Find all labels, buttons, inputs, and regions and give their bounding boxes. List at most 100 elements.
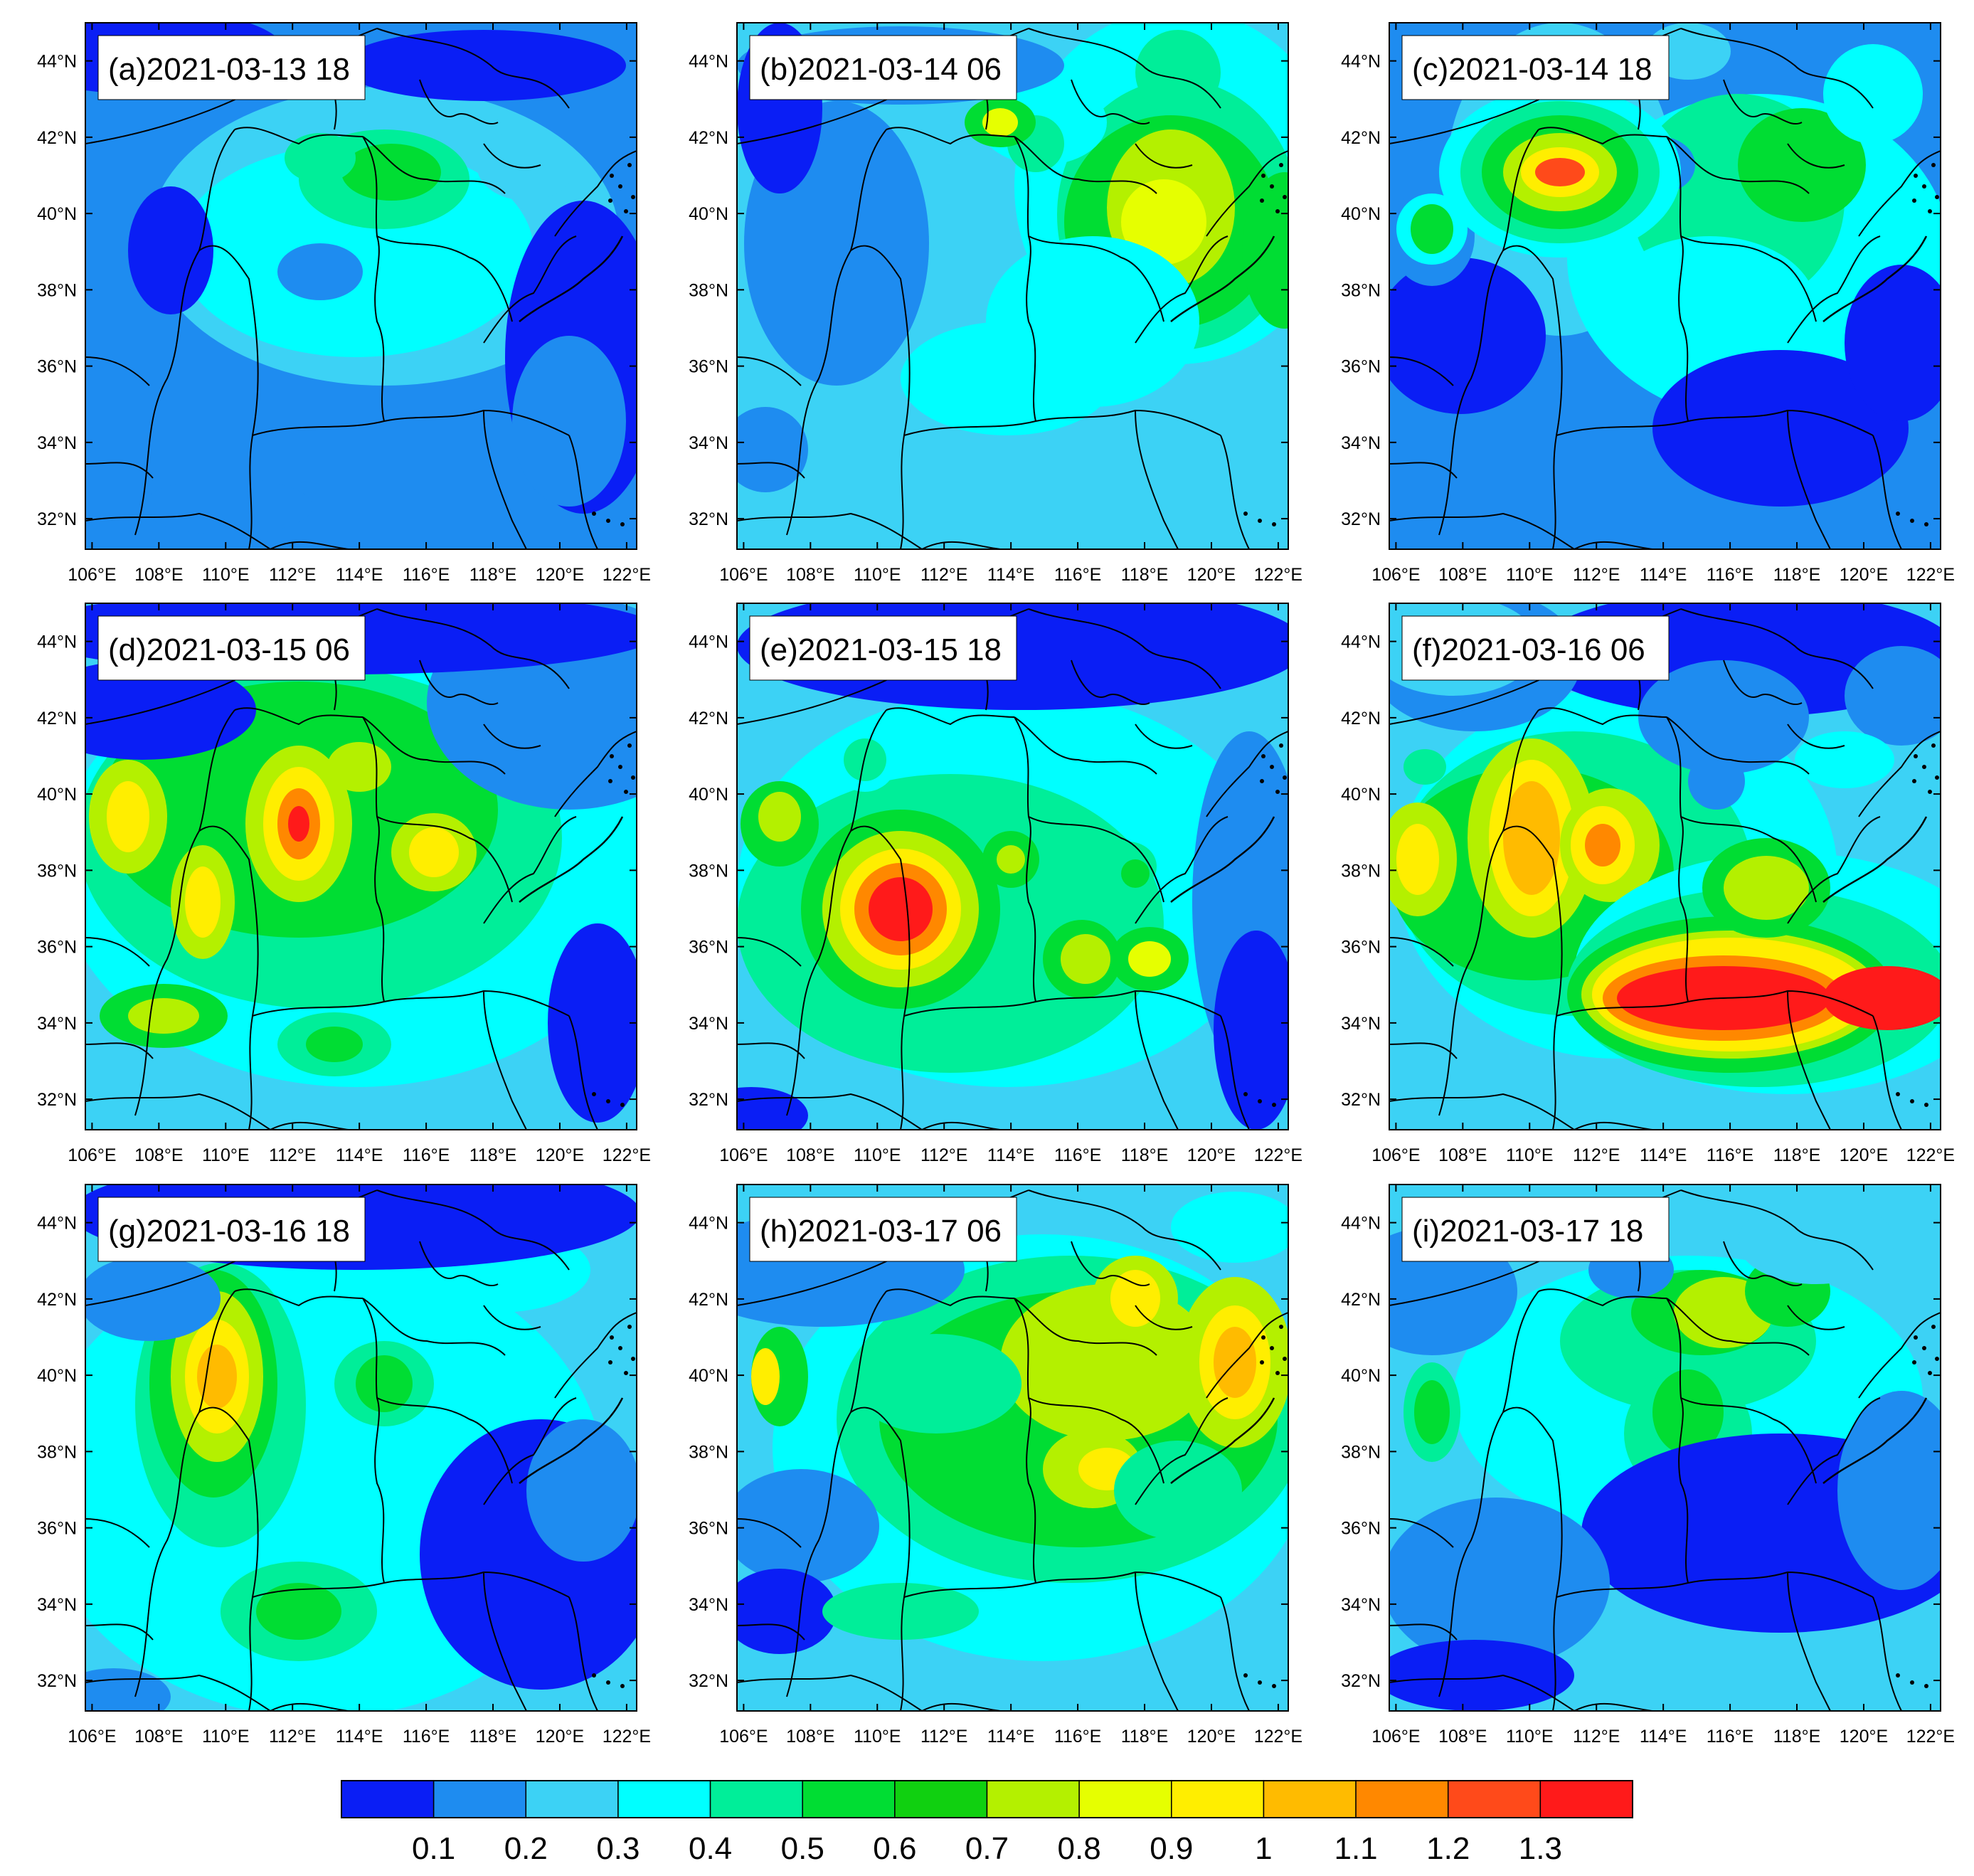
- boundary-line: [1723, 659, 1803, 705]
- lon-tick-label: 114°E: [336, 1145, 383, 1165]
- lat-tick-label: 32°N: [37, 1090, 77, 1110]
- boundary-line: [1135, 990, 1179, 1130]
- lon-tick-label: 112°E: [269, 565, 317, 585]
- island-mark: [1283, 775, 1287, 780]
- field-contour: [982, 108, 1018, 137]
- lat-tick-label: 38°N: [1341, 280, 1381, 300]
- lat-tick-label: 36°N: [689, 938, 728, 958]
- island-mark: [606, 1099, 610, 1103]
- field-contour: [1411, 204, 1453, 254]
- boundary-line: [1787, 816, 1881, 924]
- island-mark: [1272, 522, 1276, 526]
- panel-title: (g)2021-03-16 18: [108, 1214, 350, 1249]
- boundary-line: [737, 1042, 805, 1059]
- field-contour: [1652, 1369, 1724, 1455]
- panel-title: (h)2021-03-17 06: [760, 1214, 1002, 1249]
- lon-tick-label: 106°E: [68, 1145, 116, 1165]
- map-frame: [736, 603, 1289, 1130]
- boundary-line: [1872, 435, 1902, 549]
- lon-tick-label: 108°E: [1438, 1727, 1487, 1747]
- panel-title-box: [97, 1197, 366, 1262]
- boundary-line: [1014, 136, 1157, 194]
- island-mark: [618, 184, 622, 189]
- boundary-line: [1028, 1397, 1164, 1484]
- boundary-line: [1438, 1291, 1539, 1697]
- lat-tick-label: 40°N: [1341, 1366, 1381, 1386]
- field-contour: [142, 478, 313, 535]
- field-contour: [1121, 179, 1206, 265]
- boundary-line: [419, 79, 499, 124]
- boundary-line: [1787, 410, 1831, 549]
- boundary-line: [1014, 1298, 1036, 1584]
- boundary-line: [252, 990, 570, 1017]
- island-mark: [592, 512, 596, 516]
- colorbar: 0.1 0.2 0.3 0.4 0.5 0.6 0.7 0.8 0.9 1 1.1 1.2 1.3: [341, 1780, 1633, 1866]
- field-contour: [285, 133, 356, 183]
- field-contour: [1214, 931, 1288, 1130]
- lon-tick-label: 112°E: [1573, 1145, 1620, 1165]
- boundary-line: [737, 512, 923, 549]
- boundary-line: [419, 1241, 499, 1286]
- lon-tick-label: 116°E: [403, 1727, 450, 1747]
- field-contour: [1823, 966, 1941, 1030]
- lon-tick-label: 108°E: [134, 1145, 183, 1165]
- map-frame: [1389, 603, 1941, 1130]
- field-contour: [256, 1583, 341, 1640]
- boundary-line: [1206, 731, 1288, 817]
- boundary-line: [737, 1093, 923, 1130]
- lat-tick-label: 40°N: [689, 1366, 728, 1386]
- province-boundaries: [737, 608, 1288, 1130]
- boundary-line: [85, 1093, 271, 1130]
- colorbar-label: 0.4: [689, 1831, 732, 1866]
- lon-tick-label: 122°E: [1254, 1727, 1302, 1747]
- boundary-line: [786, 129, 887, 536]
- lon-tick-label: 110°E: [202, 1145, 250, 1165]
- panel-title-box: [749, 1197, 1017, 1262]
- island-mark: [1928, 790, 1932, 794]
- boundary-line: [1014, 716, 1036, 1002]
- boundary-line: [1028, 28, 1221, 109]
- boundary-line: [1206, 150, 1288, 237]
- lon-tick-label: 112°E: [920, 565, 968, 585]
- boundary-line: [1574, 1121, 1653, 1130]
- island-mark: [1243, 1092, 1248, 1096]
- boundary-line: [198, 245, 259, 549]
- boundary-line: [362, 136, 506, 194]
- lon-tick-label: 118°E: [1121, 1145, 1169, 1165]
- lat-tick-label: 38°N: [689, 1442, 728, 1462]
- boundary-line: [252, 1571, 570, 1598]
- boundary-line: [1206, 1312, 1288, 1399]
- island-mark: [592, 1673, 596, 1678]
- province-boundaries: [737, 28, 1288, 549]
- boundary-line: [134, 1291, 235, 1697]
- colorbar-swatch: [1355, 1780, 1449, 1818]
- map-panel: 106°E 108°E 110°E 112°E 114°E 116°E 118°E 120°E…: [689, 603, 1302, 1165]
- lat-tick-label: 38°N: [37, 280, 77, 300]
- lon-tick-label: 122°E: [1254, 1145, 1302, 1165]
- field-contour: [1414, 1380, 1450, 1444]
- lon-tick-label: 112°E: [920, 1145, 968, 1165]
- boundary-line: [1220, 435, 1250, 549]
- island-mark: [624, 790, 628, 794]
- lat-tick-label: 44°N: [1341, 52, 1381, 72]
- island-mark: [1910, 1099, 1914, 1103]
- boundary-line: [483, 724, 541, 749]
- coastline: [1822, 1397, 1928, 1484]
- boundary-line: [921, 1121, 1001, 1130]
- boundary-line: [1389, 512, 1575, 549]
- lat-tick-label: 42°N: [1341, 128, 1381, 148]
- boundary-line: [1680, 1189, 1874, 1271]
- boundary-line: [1538, 1288, 1667, 1307]
- field-contour: [1171, 1192, 1288, 1263]
- boundary-line: [737, 356, 802, 386]
- boundary-line: [362, 716, 506, 775]
- map-panel: 106°E 108°E 110°E 112°E 114°E 116°E 118°E 120°E…: [37, 22, 651, 585]
- panel-title: (a)2021-03-13 18: [108, 52, 350, 87]
- lon-tick-label: 116°E: [1054, 1727, 1102, 1747]
- boundary-line: [1723, 79, 1803, 124]
- island-mark: [1935, 195, 1939, 199]
- boundary-line: [1538, 127, 1667, 145]
- boundary-line: [1438, 709, 1539, 1116]
- map-frame: [85, 22, 637, 550]
